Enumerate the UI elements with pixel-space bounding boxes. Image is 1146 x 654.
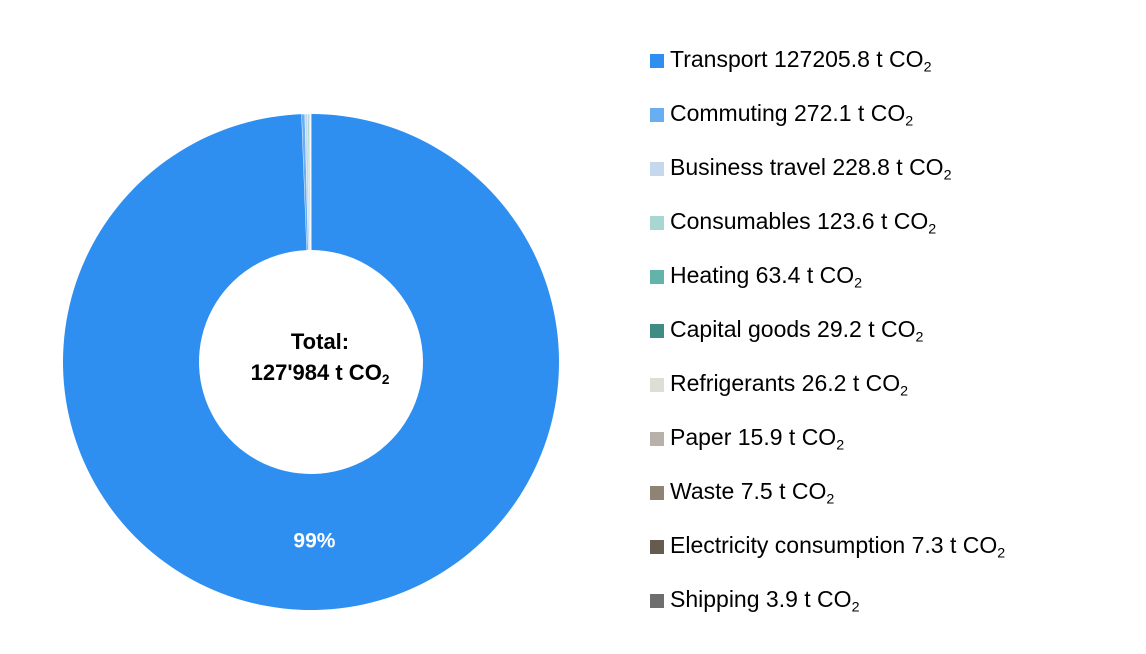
legend-label-waste: Waste 7.5 t CO2 — [670, 478, 835, 508]
chart-legend: Transport 127205.8 t CO2 Commuting 272.1 … — [650, 42, 1140, 636]
legend-label-business-travel: Business travel 228.8 t CO2 — [670, 154, 952, 184]
legend-label-paper: Paper 15.9 t CO2 — [670, 424, 845, 454]
legend-item-electricity-consumption: Electricity consumption 7.3 t CO2 — [650, 528, 1140, 582]
legend-swatch-capital-goods — [650, 324, 664, 338]
legend-item-consumables: Consumables 123.6 t CO2 — [650, 204, 1140, 258]
legend-swatch-shipping — [650, 594, 664, 608]
total-heading: Total: — [290, 329, 350, 354]
legend-item-heating: Heating 63.4 t CO2 — [650, 258, 1140, 312]
total-value-subscript: 2 — [381, 372, 390, 388]
slice-transport — [63, 114, 560, 610]
legend-item-capital-goods: Capital goods 29.2 t CO2 — [650, 312, 1140, 366]
legend-label-capital-goods: Capital goods 29.2 t CO2 — [670, 316, 924, 346]
slice-label-transport: 99% — [293, 530, 335, 553]
legend-swatch-business-travel — [650, 162, 664, 176]
legend-label-electricity-consumption: Electricity consumption 7.3 t CO2 — [670, 532, 1006, 562]
legend-swatch-consumables — [650, 216, 664, 230]
legend-swatch-paper — [650, 432, 664, 446]
legend-label-shipping: Shipping 3.9 t CO2 — [670, 586, 860, 616]
total-value-text: 127'984 t CO — [250, 360, 382, 385]
legend-item-transport: Transport 127205.8 t CO2 — [650, 42, 1140, 96]
legend-swatch-refrigerants — [650, 378, 664, 392]
legend-label-refrigerants: Refrigerants 26.2 t CO2 — [670, 370, 909, 400]
legend-swatch-transport — [650, 54, 664, 68]
donut-center-label: Total: 127'984 t CO2 — [200, 326, 440, 388]
total-value: 127'984 t CO2 — [200, 357, 440, 388]
legend-item-business-travel: Business travel 228.8 t CO2 — [650, 150, 1140, 204]
legend-item-waste: Waste 7.5 t CO2 — [650, 474, 1140, 528]
legend-swatch-heating — [650, 270, 664, 284]
legend-item-paper: Paper 15.9 t CO2 — [650, 420, 1140, 474]
legend-label-consumables: Consumables 123.6 t CO2 — [670, 208, 937, 238]
legend-label-heating: Heating 63.4 t CO2 — [670, 262, 863, 292]
legend-label-commuting: Commuting 272.1 t CO2 — [670, 100, 914, 130]
donut-chart: 99% — [63, 113, 560, 610]
legend-swatch-waste — [650, 486, 664, 500]
legend-item-commuting: Commuting 272.1 t CO2 — [650, 96, 1140, 150]
legend-item-shipping: Shipping 3.9 t CO2 — [650, 582, 1140, 636]
legend-swatch-commuting — [650, 108, 664, 122]
legend-item-refrigerants: Refrigerants 26.2 t CO2 — [650, 366, 1140, 420]
legend-label-transport: Transport 127205.8 t CO2 — [670, 46, 932, 76]
legend-swatch-electricity-consumption — [650, 540, 664, 554]
